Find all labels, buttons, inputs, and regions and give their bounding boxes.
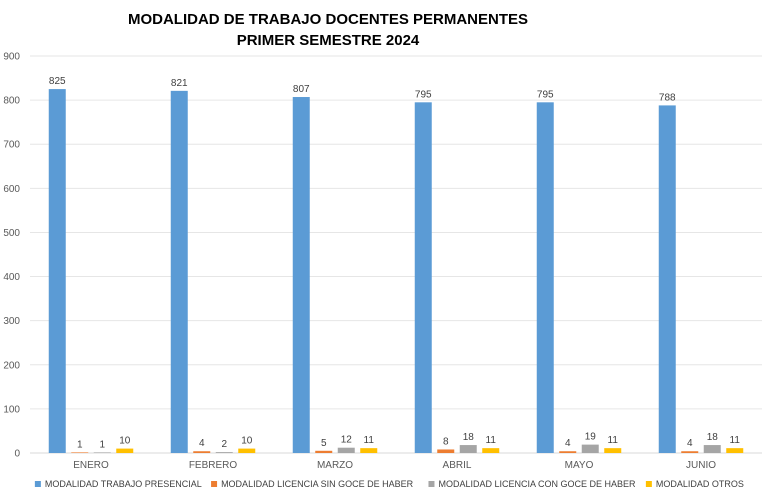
bar: [681, 451, 699, 453]
data-label: 11: [730, 435, 741, 446]
data-label: 4: [199, 438, 205, 449]
data-label: 4: [565, 438, 571, 449]
bar: [581, 444, 599, 453]
bar: [536, 102, 554, 454]
y-tick-label: 600: [3, 184, 20, 195]
bar: [292, 97, 310, 454]
bar: [193, 451, 211, 453]
bar: [360, 448, 378, 453]
data-label: 4: [687, 438, 693, 449]
data-label: 8: [443, 436, 449, 447]
y-tick-label: 400: [3, 272, 20, 283]
gridlines: [30, 55, 762, 454]
x-tick-label: FEBRERO: [189, 460, 238, 471]
legend-swatch: [428, 481, 435, 487]
bar: [170, 90, 188, 453]
y-tick-label: 900: [3, 52, 20, 63]
y-axis: 0 100 200 300 400 500 600 700 800 900: [3, 52, 20, 460]
data-label: 1: [77, 439, 83, 450]
data-label: 10: [119, 436, 131, 447]
y-tick-label: 100: [3, 404, 20, 415]
bar: [414, 102, 432, 454]
chart-title-line-2: PRIMER SEMESTRE 2024: [237, 32, 420, 49]
bar: [71, 452, 89, 453]
x-tick-label: ENERO: [73, 460, 109, 471]
data-label: 12: [341, 435, 353, 446]
data-label: 795: [537, 89, 554, 100]
legend-label: MODALIDAD LICENCIA CON GOCE DE HABER: [438, 479, 636, 489]
legend-label: MODALIDAD LICENCIA SIN GOCE DE HABER: [221, 479, 414, 489]
legend: MODALIDAD TRABAJO PRESENCIAL MODALIDAD LI…: [34, 479, 744, 489]
data-label: 10: [241, 436, 253, 447]
data-label: 18: [707, 432, 719, 443]
y-tick-label: 800: [3, 96, 20, 107]
data-label: 788: [659, 92, 676, 103]
data-label: 1: [99, 439, 105, 450]
data-label: 18: [463, 432, 475, 443]
bar: [48, 89, 66, 453]
bar: [703, 445, 721, 453]
bar: [238, 448, 256, 453]
bar: [459, 445, 477, 453]
chart-title-line-1: MODALIDAD DE TRABAJO DOCENTES PERMANENTE…: [128, 11, 528, 28]
data-label: 11: [364, 435, 375, 446]
data-label: 795: [415, 89, 432, 100]
data-label: 19: [585, 432, 597, 443]
bar: [215, 452, 233, 453]
data-label: 825: [49, 76, 66, 87]
bar: [337, 447, 355, 453]
data-label: 821: [171, 78, 188, 89]
x-tick-label: MAYO: [565, 460, 594, 471]
data-label: 807: [293, 84, 310, 95]
legend-swatch: [211, 481, 218, 487]
y-tick-label: 300: [3, 316, 20, 327]
legend-swatch: [34, 481, 41, 487]
y-tick-label: 700: [3, 140, 20, 151]
data-label: 11: [608, 435, 619, 446]
y-tick-label: 0: [14, 449, 20, 460]
x-tick-label: ABRIL: [443, 460, 472, 471]
bar: [482, 448, 500, 453]
legend-swatch: [645, 481, 652, 487]
x-axis: ENERO FEBRERO MARZO ABRIL MAYO JUNIO: [73, 460, 716, 471]
data-label: 2: [221, 439, 227, 450]
bar: [604, 448, 622, 453]
y-tick-label: 500: [3, 228, 20, 239]
data-label: 5: [321, 438, 327, 449]
bar: [437, 449, 455, 453]
bar: [658, 105, 676, 453]
x-tick-label: JUNIO: [686, 460, 716, 471]
bar: [93, 452, 111, 453]
x-tick-label: MARZO: [317, 460, 353, 471]
y-tick-label: 200: [3, 360, 20, 371]
bar: [559, 451, 577, 453]
bar: [726, 448, 744, 453]
bar: [116, 448, 134, 453]
legend-label: MODALIDAD TRABAJO PRESENCIAL: [45, 479, 202, 489]
legend-label: MODALIDAD OTROS: [656, 479, 744, 489]
bar: [315, 450, 333, 453]
data-label: 11: [486, 435, 497, 446]
